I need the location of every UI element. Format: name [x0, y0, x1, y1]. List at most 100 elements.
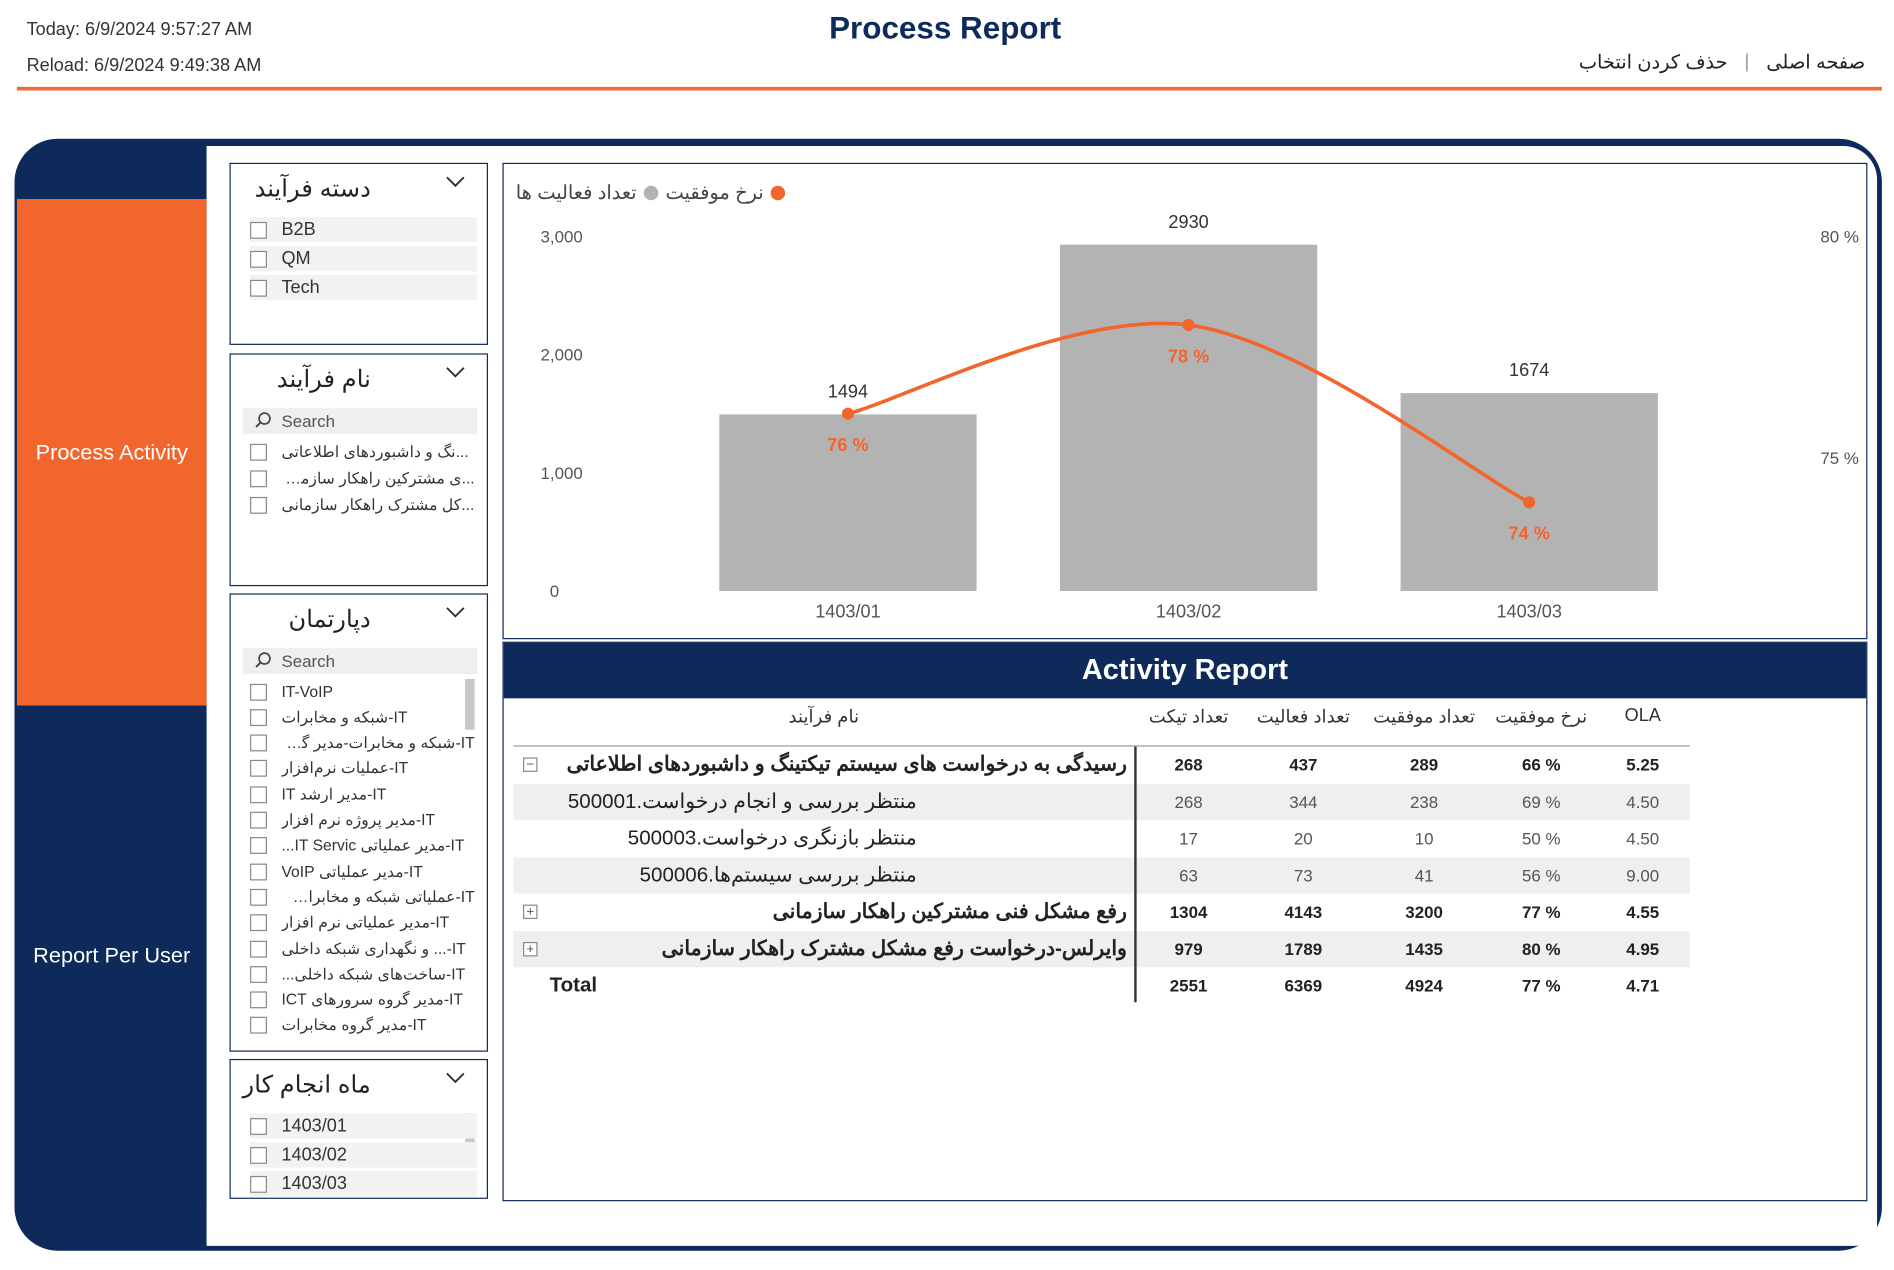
col-header-successes[interactable]: تعداد موفقیت [1373, 706, 1475, 728]
success-rate-point [1523, 496, 1536, 509]
department-option[interactable]: IT-... و نگهداری شبکه داخلی [250, 936, 477, 961]
department-option[interactable]: IT-VoIP [250, 679, 477, 704]
department-option[interactable]: IT-مدیر عملیاتی VoIP [250, 859, 477, 884]
chevron-down-icon[interactable] [446, 607, 465, 619]
department-option[interactable]: IT-مدیر عملیاتی IT Servic... [250, 833, 477, 858]
checkbox[interactable] [250, 888, 267, 906]
department-option[interactable]: IT-مدیر گروه مخابرات [250, 1013, 477, 1038]
col-header-rate[interactable]: نرخ موفقیت [1495, 706, 1588, 728]
department-option[interactable]: IT-عملیاتی شبکه و مخابرات... [250, 885, 477, 910]
checkbox[interactable] [250, 837, 267, 855]
checkbox[interactable] [250, 1175, 267, 1193]
process-option[interactable]: ...ی مشترکین راهکار سازمانی [250, 466, 477, 491]
ola-cell: 4.50 [1626, 791, 1660, 812]
child-row[interactable]: منتظر بررسی سیستم‌ها.500006 63 73 41 56 % 9.0… [513, 856, 1690, 894]
group-row[interactable]: + رفع مشکل فنی مشترکین راهکار سازمانی 1304… [513, 894, 1689, 930]
activities-cell: 6369 [1284, 975, 1323, 996]
checkbox[interactable] [250, 760, 267, 778]
department-option[interactable]: IT-عملیات نرم‌افزار [250, 756, 477, 781]
tickets-cell: 979 [1174, 938, 1203, 959]
successes-cell: 238 [1409, 791, 1439, 812]
month-option[interactable]: 1403/01 [250, 1113, 478, 1139]
department-option[interactable]: IT-مدیر پروژه نرم افزار [250, 807, 477, 832]
checkbox[interactable] [250, 221, 267, 239]
checkbox[interactable] [250, 811, 267, 829]
department-option[interactable]: IT-شبکه و مخابرات-مدیر گروه... [250, 730, 477, 755]
category-option[interactable]: B2B [250, 217, 478, 243]
collapse-icon[interactable]: − [523, 757, 538, 772]
department-option[interactable]: IT-ساخت‌های شبکه داخلی... [250, 962, 477, 987]
rate-value-label: 74 % [1509, 524, 1550, 544]
ola-cell: 5.25 [1626, 755, 1660, 775]
process-activity-button[interactable]: Process Activity [16, 199, 207, 706]
col-header-activities[interactable]: تعداد فعالیت [1256, 706, 1350, 728]
process-name-slicer: نام فرآیند Search ...نگ و داشبوردهای اطل… [229, 353, 488, 587]
slicer-item-label: B2B [281, 219, 316, 241]
header-divider-line [513, 745, 1690, 747]
department-option[interactable]: IT-مدیر گروه سرورهای ICT [250, 987, 477, 1012]
search-placeholder: Search [281, 411, 336, 431]
checkbox[interactable] [250, 965, 267, 983]
successes-cell: 289 [1409, 755, 1439, 775]
checkbox[interactable] [250, 1117, 267, 1135]
child-row[interactable]: منتظر بررسی و انجام درخواست.500001 268 344… [513, 783, 1690, 820]
activity-report-panel: Activity Report نام فرآیند تعداد تیکت تع… [502, 641, 1868, 1202]
col-header-ola[interactable]: OLA [1624, 705, 1661, 727]
today-timestamp: Today: 6/9/2024 9:57:27 AM [26, 19, 253, 40]
checkbox[interactable] [250, 683, 267, 701]
col-header-name[interactable]: نام فرآیند [788, 706, 860, 728]
checkbox[interactable] [250, 734, 267, 752]
activities-cell: 73 [1293, 865, 1313, 885]
group-row[interactable]: + وایرلس-درخواست رفع مشکل مشترک راهکار سا… [513, 930, 1690, 967]
month-option[interactable]: 1403/02 [250, 1142, 478, 1168]
checkbox[interactable] [250, 250, 267, 268]
total-row[interactable]: Total 2551 6369 4924 77 % 4.71 [513, 967, 1689, 1003]
slicer-item-label: IT-ساخت‌های شبکه داخلی... [281, 964, 466, 983]
process-search-input[interactable]: Search [242, 407, 478, 435]
checkbox[interactable] [250, 469, 267, 487]
checkbox[interactable] [250, 914, 267, 932]
process-name-cell: رفع مشکل فنی مشترکین راهکار سازمانی [772, 899, 1127, 923]
checkbox[interactable] [250, 1146, 267, 1164]
department-option[interactable]: IT-شبکه و مخابرات [250, 705, 477, 730]
home-link[interactable]: صفحه اصلی [1766, 53, 1865, 74]
expand-icon[interactable]: + [523, 904, 538, 920]
slicer-item-label: QM [281, 248, 311, 269]
department-search-input[interactable]: Search [242, 647, 478, 675]
col-header-tickets[interactable]: تعداد تیکت [1148, 706, 1229, 728]
child-row[interactable]: منتظر بازنگری درخواست.500003 17 20 10 50 % 4.… [513, 820, 1689, 856]
slicer-item-label: IT-عملیات نرم‌افزار [281, 759, 409, 778]
rate-cell: 77 % [1521, 975, 1561, 996]
chevron-down-icon[interactable] [446, 1072, 465, 1084]
category-option[interactable]: Tech [250, 274, 478, 301]
checkbox[interactable] [250, 863, 267, 880]
checkbox[interactable] [250, 708, 267, 726]
department-scrollbar[interactable] [465, 679, 475, 730]
category-option[interactable]: QM [250, 246, 478, 272]
checkbox[interactable] [250, 940, 267, 958]
department-option[interactable]: IT-مدیر عملیاتی نرم افزار [250, 910, 477, 935]
expand-icon[interactable]: + [523, 941, 538, 956]
checkbox[interactable] [250, 991, 267, 1009]
tickets-cell: 1304 [1169, 902, 1208, 922]
ola-cell: 4.50 [1626, 828, 1660, 848]
department-option[interactable]: IT-مدیر ارشد IT [250, 782, 477, 807]
checkbox[interactable] [250, 496, 267, 514]
ola-cell: 9.00 [1626, 865, 1660, 885]
checkbox[interactable] [250, 786, 267, 803]
report-per-user-button[interactable]: Report Per User [16, 705, 207, 1207]
clear-selection-link[interactable]: حذف کردن انتخاب [1578, 53, 1728, 74]
checkbox[interactable] [250, 279, 267, 297]
checkbox[interactable] [250, 443, 267, 461]
chevron-down-icon[interactable] [446, 367, 465, 379]
y-right-tick-label: 75 % [1820, 449, 1858, 468]
process-option[interactable]: ...کل مشترک راهکار سازمانی [250, 492, 477, 517]
chevron-down-icon[interactable] [446, 176, 465, 188]
search-placeholder: Search [281, 651, 336, 671]
process-option[interactable]: ...نگ و داشبوردهای اطلاعاتی [250, 439, 477, 464]
activity-chart-panel: نرخ موفقیت تعداد فعالیت ها 3,000 2,000 1,0… [502, 162, 1868, 640]
header-nav: صفحه اصلی | حذف کردن انتخاب [1579, 51, 1865, 75]
checkbox[interactable] [250, 1017, 267, 1035]
month-option[interactable]: 1403/03 [250, 1171, 478, 1197]
group-row[interactable]: − رسیدگی به درخواست های سیستم تیکتینگ و د… [513, 747, 1689, 783]
